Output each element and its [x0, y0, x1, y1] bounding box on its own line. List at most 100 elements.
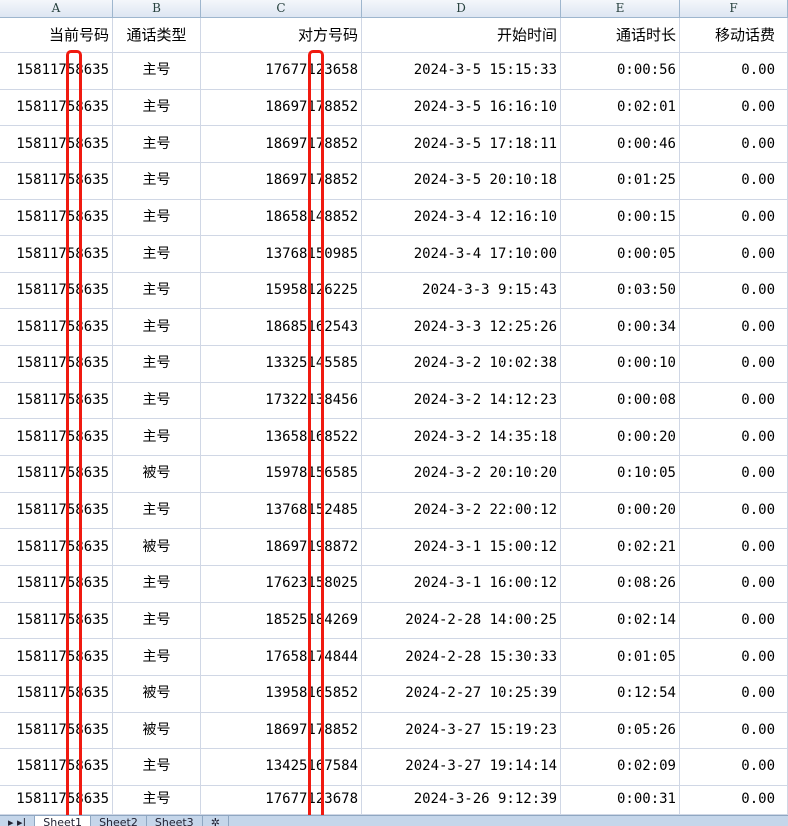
cell-other-number[interactable]: 13658168522: [201, 419, 362, 456]
cell-duration[interactable]: 0:00:31: [561, 785, 680, 814]
cell-call-type[interactable]: 主号: [113, 346, 201, 382]
column-header-d[interactable]: D: [362, 0, 561, 17]
cell-start-time[interactable]: 2024-3-2 14:35:18: [362, 419, 561, 456]
cell-fee[interactable]: 0.00: [680, 785, 788, 814]
cell-start-time[interactable]: 2024-3-27 15:19:23: [362, 712, 561, 749]
cell-other-number[interactable]: 18658148852: [201, 199, 362, 236]
cell-duration[interactable]: 0:00:56: [561, 53, 680, 89]
cell-start-time[interactable]: 2024-2-28 14:00:25: [362, 602, 561, 639]
cell-fee[interactable]: 0.00: [680, 712, 788, 749]
cell-current-number[interactable]: 15811758635: [0, 639, 113, 675]
cell-start-time[interactable]: 2024-3-4 17:10:00: [362, 236, 561, 272]
cell-call-type[interactable]: 主号: [113, 272, 201, 309]
cell-duration[interactable]: 0:01:05: [561, 639, 680, 675]
cell-current-number[interactable]: 15811758635: [0, 785, 113, 814]
cell-fee[interactable]: 0.00: [680, 199, 788, 236]
cell-current-number[interactable]: 15811758635: [0, 492, 113, 529]
cell-duration[interactable]: 0:00:34: [561, 309, 680, 346]
cell-call-type[interactable]: 被号: [113, 529, 201, 565]
cell-duration[interactable]: 0:00:46: [561, 126, 680, 162]
cell-call-type[interactable]: 主号: [113, 749, 201, 785]
cell-start-time[interactable]: 2024-3-27 19:14:14: [362, 749, 561, 785]
cell-other-number[interactable]: 18525184269: [201, 602, 362, 639]
cell-current-number[interactable]: 15811758635: [0, 53, 113, 89]
cell-start-time[interactable]: 2024-3-1 16:00:12: [362, 565, 561, 602]
cell-call-type[interactable]: 被号: [113, 675, 201, 712]
header-other-number[interactable]: 对方号码: [201, 18, 362, 52]
cell-call-type[interactable]: 主号: [113, 492, 201, 529]
cell-start-time[interactable]: 2024-3-2 14:12:23: [362, 382, 561, 419]
cell-current-number[interactable]: 15811758635: [0, 382, 113, 419]
cell-call-type[interactable]: 被号: [113, 712, 201, 749]
cell-start-time[interactable]: 2024-3-26 9:12:39: [362, 785, 561, 814]
cell-call-type[interactable]: 主号: [113, 785, 201, 814]
cell-call-type[interactable]: 主号: [113, 236, 201, 272]
header-start-time[interactable]: 开始时间: [362, 18, 561, 52]
cell-call-type[interactable]: 主号: [113, 126, 201, 162]
cell-fee[interactable]: 0.00: [680, 419, 788, 456]
cell-other-number[interactable]: 17623158025: [201, 565, 362, 602]
column-header-e[interactable]: E: [561, 0, 680, 17]
cell-fee[interactable]: 0.00: [680, 749, 788, 785]
cell-start-time[interactable]: 2024-3-5 17:18:11: [362, 126, 561, 162]
header-fee[interactable]: 移动话费: [680, 18, 788, 52]
cell-other-number[interactable]: 18697178852: [201, 126, 362, 162]
cell-current-number[interactable]: 15811758635: [0, 272, 113, 309]
cell-fee[interactable]: 0.00: [680, 602, 788, 639]
header-current-number[interactable]: 当前号码: [0, 18, 113, 52]
cell-current-number[interactable]: 15811758635: [0, 529, 113, 565]
cell-start-time[interactable]: 2024-3-5 20:10:18: [362, 162, 561, 199]
cell-fee[interactable]: 0.00: [680, 639, 788, 675]
column-header-f[interactable]: F: [680, 0, 788, 17]
cell-other-number[interactable]: 18685162543: [201, 309, 362, 346]
cell-current-number[interactable]: 15811758635: [0, 565, 113, 602]
cell-call-type[interactable]: 主号: [113, 309, 201, 346]
cell-start-time[interactable]: 2024-3-2 10:02:38: [362, 346, 561, 382]
cell-fee[interactable]: 0.00: [680, 529, 788, 565]
cell-call-type[interactable]: 主号: [113, 162, 201, 199]
cell-call-type[interactable]: 主号: [113, 565, 201, 602]
cell-fee[interactable]: 0.00: [680, 236, 788, 272]
cell-duration[interactable]: 0:05:26: [561, 712, 680, 749]
cell-other-number[interactable]: 17322138456: [201, 382, 362, 419]
cell-duration[interactable]: 0:08:26: [561, 565, 680, 602]
cell-fee[interactable]: 0.00: [680, 309, 788, 346]
cell-other-number[interactable]: 17677123678: [201, 785, 362, 814]
cell-other-number[interactable]: 13425167584: [201, 749, 362, 785]
cell-duration[interactable]: 0:00:20: [561, 492, 680, 529]
cell-fee[interactable]: 0.00: [680, 272, 788, 309]
cell-fee[interactable]: 0.00: [680, 346, 788, 382]
cell-fee[interactable]: 0.00: [680, 382, 788, 419]
cell-call-type[interactable]: 主号: [113, 382, 201, 419]
cell-current-number[interactable]: 15811758635: [0, 712, 113, 749]
cell-current-number[interactable]: 15811758635: [0, 309, 113, 346]
cell-other-number[interactable]: 18697178852: [201, 89, 362, 126]
cell-other-number[interactable]: 15978156585: [201, 456, 362, 492]
cell-start-time[interactable]: 2024-3-1 15:00:12: [362, 529, 561, 565]
cell-other-number[interactable]: 18697178852: [201, 162, 362, 199]
cell-fee[interactable]: 0.00: [680, 565, 788, 602]
cell-current-number[interactable]: 15811758635: [0, 675, 113, 712]
cell-duration[interactable]: 0:02:09: [561, 749, 680, 785]
cell-start-time[interactable]: 2024-3-5 16:16:10: [362, 89, 561, 126]
cell-current-number[interactable]: 15811758635: [0, 199, 113, 236]
cell-duration[interactable]: 0:00:08: [561, 382, 680, 419]
cell-duration[interactable]: 0:02:01: [561, 89, 680, 126]
cell-start-time[interactable]: 2024-2-28 15:30:33: [362, 639, 561, 675]
cell-other-number[interactable]: 17677123658: [201, 53, 362, 89]
cell-duration[interactable]: 0:00:20: [561, 419, 680, 456]
cell-start-time[interactable]: 2024-2-27 10:25:39: [362, 675, 561, 712]
cell-other-number[interactable]: 13768150985: [201, 236, 362, 272]
cell-duration[interactable]: 0:00:05: [561, 236, 680, 272]
header-call-type[interactable]: 通话类型: [113, 18, 201, 52]
cell-start-time[interactable]: 2024-3-5 15:15:33: [362, 53, 561, 89]
cell-duration[interactable]: 0:02:14: [561, 602, 680, 639]
cell-call-type[interactable]: 主号: [113, 602, 201, 639]
column-header-b[interactable]: B: [113, 0, 201, 17]
cell-current-number[interactable]: 15811758635: [0, 346, 113, 382]
tab-sheet1[interactable]: Sheet1: [35, 816, 92, 826]
cell-fee[interactable]: 0.00: [680, 89, 788, 126]
cell-call-type[interactable]: 被号: [113, 456, 201, 492]
cell-current-number[interactable]: 15811758635: [0, 162, 113, 199]
cell-other-number[interactable]: 13958165852: [201, 675, 362, 712]
